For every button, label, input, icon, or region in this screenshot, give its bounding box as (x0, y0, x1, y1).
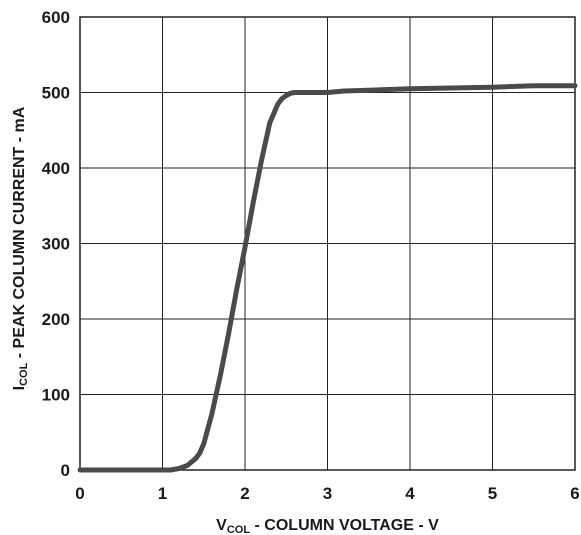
x-axis-title-rest: - COLUMN VOLTAGE - V (250, 517, 439, 534)
x-axis-title-sub: COL (227, 524, 251, 535)
y-tick-label: 500 (42, 84, 70, 103)
x-tick-label: 6 (570, 484, 579, 503)
y-axis-title-sub: COL (18, 362, 30, 386)
x-tick-labels: 0 1 2 3 4 5 6 (75, 484, 579, 503)
x-tick-label: 4 (405, 484, 415, 503)
y-axis-title: ICOL - PEAK COLUMN CURRENT - mA (11, 106, 30, 390)
x-axis-title: VCOL - COLUMN VOLTAGE - V (216, 517, 439, 535)
x-axis-title-main: V (216, 517, 227, 534)
y-tick-label: 600 (42, 8, 70, 27)
y-tick-label: 400 (42, 159, 70, 178)
plot-frame (79, 16, 576, 471)
x-tick-label: 3 (323, 484, 332, 503)
x-tick-label: 0 (75, 484, 84, 503)
series-line (77, 83, 578, 473)
y-tick-label: 100 (42, 386, 70, 405)
y-tick-label: 0 (61, 461, 70, 480)
x-tick-label: 5 (488, 484, 497, 503)
y-tick-label: 200 (42, 310, 70, 329)
y-tick-labels: 0 100 200 300 400 500 600 (42, 8, 70, 480)
x-tick-label: 2 (240, 484, 249, 503)
y-axis-title-rest: - PEAK COLUMN CURRENT - mA (11, 106, 28, 362)
x-tick-label: 1 (158, 484, 167, 503)
y-axis-title-main: I (11, 386, 28, 390)
y-tick-label: 300 (42, 235, 70, 254)
